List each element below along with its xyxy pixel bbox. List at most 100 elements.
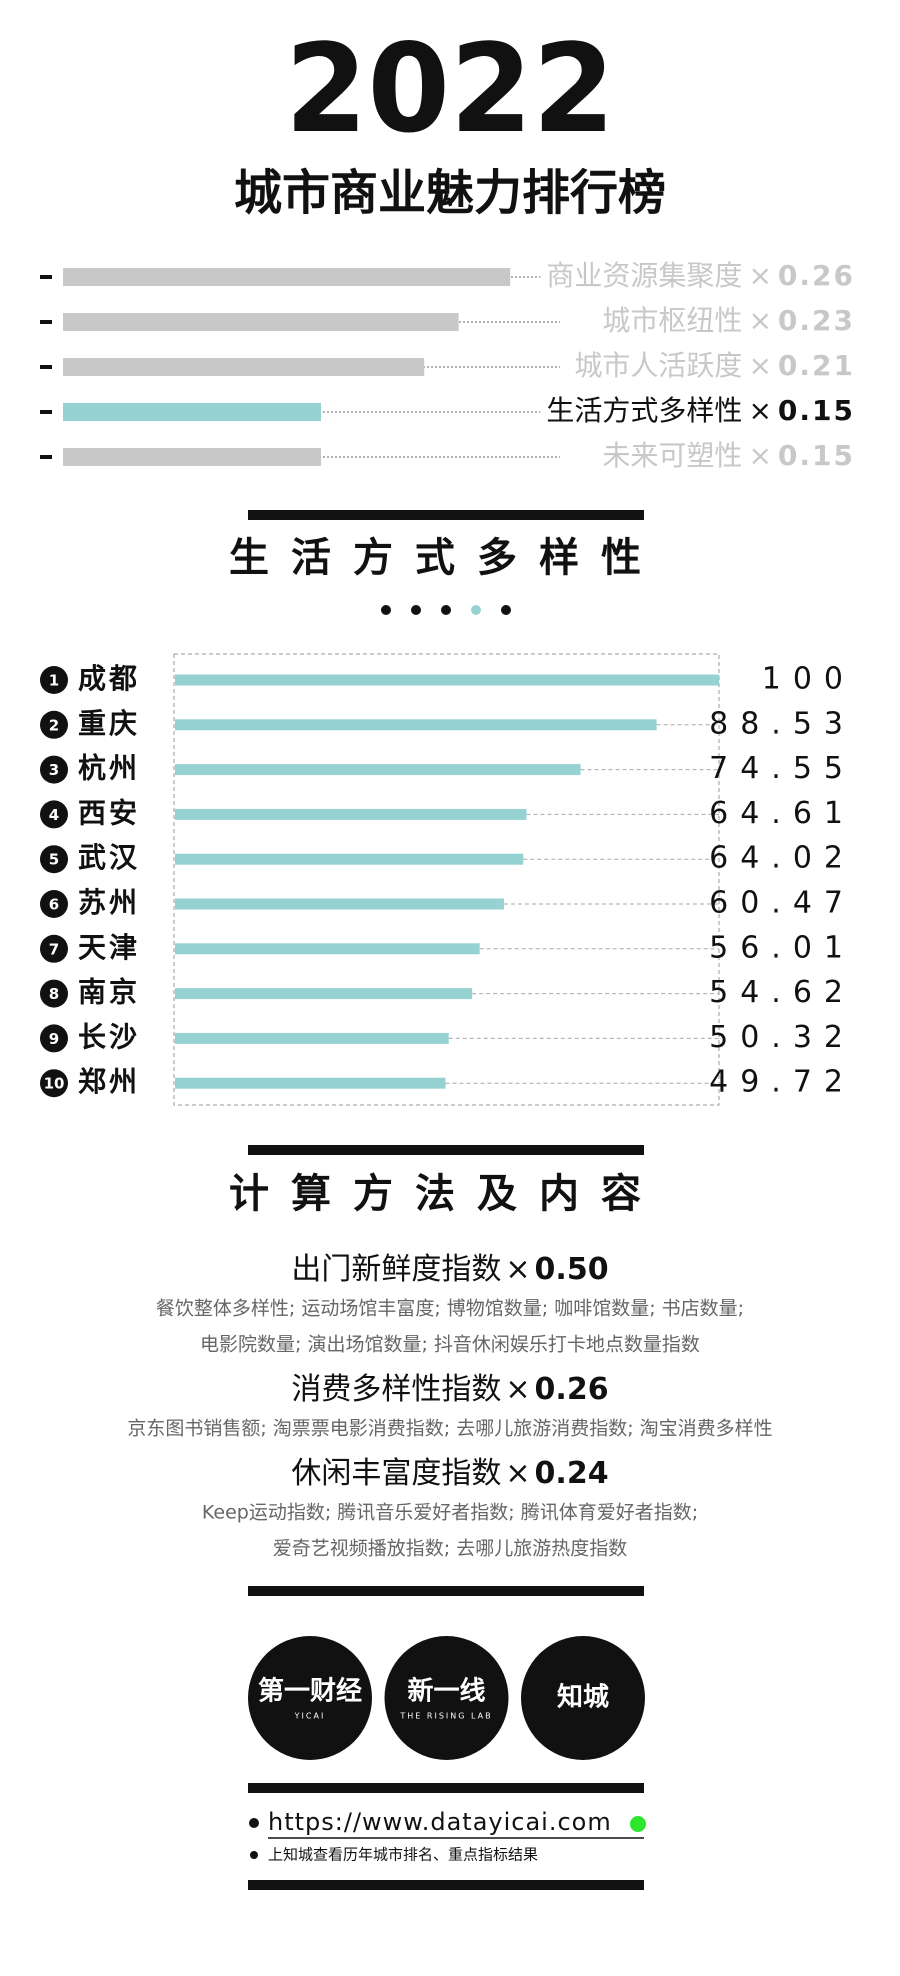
label-backdrop	[568, 349, 855, 385]
city-name: 南京	[78, 976, 140, 1009]
method-name: 出门新鲜度指数	[291, 1252, 501, 1287]
weight-value: 0.26	[778, 259, 855, 292]
method-title: 出门新鲜度指数 × 0.50	[291, 1252, 608, 1287]
logo-circle	[521, 1636, 645, 1760]
dot	[411, 605, 421, 615]
method-line: 京东图书销售额; 淘票票电影消费指数; 去哪儿旅游消费指数; 淘宝消费多样性	[127, 1418, 772, 1440]
weight-value: 0.21	[778, 349, 855, 382]
green-dot	[630, 1816, 646, 1832]
bar	[175, 1077, 446, 1089]
page-dots	[381, 605, 511, 615]
value-label: 54.62	[709, 975, 855, 1010]
weight-label: 商业资源集聚度 × 0.26	[546, 259, 855, 292]
divider	[248, 1783, 644, 1793]
city-name: 长沙	[78, 1020, 140, 1053]
row-tick	[40, 275, 52, 279]
dot	[471, 605, 481, 615]
rank-number: 6	[49, 896, 59, 914]
rank-badge	[40, 934, 68, 963]
multiplier: ×	[748, 259, 771, 292]
multiplier: ×	[748, 349, 771, 382]
main-title: 城市商业魅力排行榜	[234, 165, 666, 221]
bar	[175, 1032, 449, 1044]
weight-name: 城市枢纽性	[602, 304, 742, 337]
row-tick	[40, 320, 52, 324]
row-tick	[40, 455, 52, 459]
method-weight: 0.50	[535, 1252, 609, 1287]
method-title: 休闲丰富度指数 × 0.24	[291, 1456, 608, 1491]
rank-number: 2	[49, 716, 59, 734]
year-heading: 2022	[285, 18, 615, 160]
rank-number: 4	[49, 806, 59, 824]
logo-circle	[384, 1636, 509, 1760]
bullet	[249, 1818, 259, 1828]
label-backdrop	[596, 439, 855, 475]
method-name: 休闲丰富度指数	[291, 1456, 501, 1491]
multiplier: ×	[505, 1456, 530, 1491]
rank-badge	[40, 710, 68, 739]
rank-badge	[40, 1024, 68, 1053]
value-label: 74.55	[709, 751, 855, 786]
rank-number: 8	[49, 985, 59, 1003]
dot	[381, 605, 391, 615]
rank-number: 10	[44, 1075, 65, 1093]
value-label: 60.47	[709, 886, 855, 921]
divider	[248, 1880, 644, 1890]
dot	[441, 605, 451, 615]
footer-url[interactable]: https://www.datayicai.com	[268, 1808, 612, 1836]
weight-bar	[63, 358, 425, 376]
method-line: Keep运动指数; 腾讯音乐爱好者指数; 腾讯体育爱好者指数;	[202, 1502, 698, 1524]
bar	[175, 808, 527, 820]
weight-name: 城市人活跃度	[574, 349, 742, 382]
rank-number: 9	[49, 1030, 59, 1048]
multiplier: ×	[748, 439, 771, 472]
logo-name: 第一财经	[258, 1676, 362, 1707]
bar	[175, 764, 581, 776]
divider	[248, 1586, 644, 1596]
divider	[248, 510, 644, 520]
value-label: 64.61	[709, 796, 855, 831]
weight-value: 0.23	[778, 304, 855, 337]
multiplier: ×	[505, 1372, 530, 1407]
weight-bar	[63, 448, 321, 466]
city-name: 西安	[78, 796, 140, 829]
method-title: 消费多样性指数 × 0.26	[291, 1372, 608, 1407]
logo-name: 新一线	[407, 1676, 485, 1707]
multiplier: ×	[505, 1252, 530, 1287]
rank-number: 7	[49, 940, 59, 958]
logo-sub: THE RISING LAB	[399, 1712, 492, 1721]
weight-label: 城市枢纽性 × 0.23	[602, 304, 855, 337]
weight-value: 0.15	[778, 439, 855, 472]
rank-badge	[40, 845, 68, 874]
value-label: 49.72	[709, 1065, 855, 1100]
city-name: 苏州	[78, 886, 140, 919]
weight-value: 0.15	[778, 394, 855, 427]
chart-frame	[173, 653, 720, 1106]
city-name: 天津	[78, 931, 140, 964]
method-line: 餐饮整体多样性; 运动场馆丰富度; 博物馆数量; 咖啡馆数量; 书店数量;	[156, 1298, 744, 1320]
rank-badge	[40, 800, 68, 829]
method-name: 消费多样性指数	[291, 1372, 501, 1407]
row-tick	[40, 365, 52, 369]
method-line: 爱奇艺视频播放指数; 去哪儿旅游热度指数	[273, 1538, 627, 1560]
rank-badge	[40, 755, 68, 784]
rank-badge	[40, 666, 68, 694]
section-title: 计算方法及内容	[229, 1171, 663, 1217]
divider	[248, 1145, 644, 1155]
dot	[501, 605, 511, 615]
weight-bar	[63, 313, 459, 331]
weight-label: 未来可塑性 × 0.15	[602, 439, 855, 472]
rank-badge	[40, 1069, 68, 1098]
bar	[175, 853, 524, 865]
multiplier: ×	[748, 394, 771, 427]
bar	[175, 898, 504, 910]
weight-bar	[63, 403, 321, 421]
city-name: 郑州	[78, 1065, 140, 1098]
rank-number: 1	[49, 672, 59, 690]
city-name: 成都	[78, 662, 140, 695]
logo-name: 知城	[557, 1683, 609, 1713]
rank-number: 3	[49, 761, 59, 779]
rank-badge	[40, 890, 68, 918]
